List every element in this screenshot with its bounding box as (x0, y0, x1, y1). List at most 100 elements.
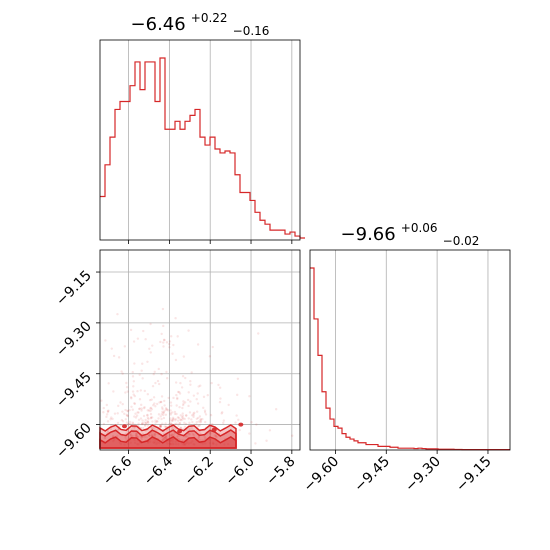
scatter-point (150, 432, 153, 435)
scatter-point (118, 441, 122, 444)
scatter-point (153, 370, 156, 374)
histogram-panel-param2: −9.60 −9.45 −9.30 −9.15 −9.66 +0.06 −0.02 (301, 221, 511, 495)
scatter-point (160, 417, 163, 421)
scatter-point (125, 421, 129, 424)
scatter-point (160, 400, 163, 404)
scatter-point (158, 425, 162, 428)
scatter-point (123, 443, 126, 446)
scatter-point (178, 421, 182, 425)
scatter-point (133, 402, 137, 406)
scatter-point (171, 442, 174, 446)
scatter-point (199, 420, 203, 423)
scatter-point (130, 405, 133, 408)
scatter-point (126, 414, 130, 418)
scatter-point (191, 420, 194, 424)
scatter-point (140, 438, 143, 441)
y-tick-label: −9.15 (53, 268, 95, 310)
scatter-point (177, 416, 181, 420)
scatter-point (150, 408, 154, 411)
scatter-point (125, 413, 128, 416)
scatter-point (144, 338, 147, 341)
scatter-point (107, 382, 110, 385)
scatter-point (119, 442, 123, 446)
scatter-point (211, 345, 214, 349)
scatter-point (111, 417, 114, 421)
scatter-point (179, 418, 183, 422)
scatter-point (168, 442, 172, 445)
scatter-point (163, 409, 166, 412)
scatter-point (136, 337, 140, 340)
scatter-point (181, 439, 184, 442)
scatter-point (162, 411, 165, 415)
scatter-point (164, 413, 168, 416)
scatter-point (198, 415, 202, 418)
scatter-point (166, 442, 169, 445)
scatter-point (151, 420, 154, 423)
scatter-point (172, 442, 175, 446)
scatter-point (169, 409, 172, 412)
scatter-point (169, 404, 173, 407)
scatter-point (132, 380, 136, 383)
scatter-point (165, 408, 169, 411)
scatter-point (172, 426, 175, 429)
scatter-point (162, 436, 165, 439)
scatter-point (102, 411, 105, 414)
scatter-point (125, 385, 129, 389)
scatter-point (148, 347, 151, 350)
scatter-point (165, 341, 169, 344)
scatter-point (142, 414, 146, 418)
scatter-point (214, 435, 218, 438)
scatter-point (133, 402, 136, 405)
scatter-point (149, 322, 152, 326)
scatter-point (147, 441, 150, 444)
scatter-point (147, 417, 150, 421)
scatter-point (131, 375, 135, 378)
scatter-point (211, 422, 214, 426)
scatter-point (105, 413, 109, 416)
scatter-point (201, 442, 205, 445)
scatter-point (164, 425, 168, 428)
scatter-point (236, 393, 239, 397)
scatter-point (145, 421, 148, 425)
scatter-point (139, 389, 143, 392)
scatter-point (104, 339, 107, 342)
scatter-point (136, 390, 139, 393)
scatter-point (159, 340, 162, 344)
scatter-point (102, 422, 106, 426)
scatter-point (140, 369, 143, 372)
joint-frame (99, 249, 301, 451)
scatter-point (254, 442, 257, 445)
scatter-point (136, 442, 139, 446)
scatter-point (143, 423, 147, 427)
scatter-point (103, 437, 107, 440)
scatter-point (138, 398, 142, 401)
scatter-point (171, 433, 174, 436)
scatter-point (133, 438, 136, 442)
scatter-point (174, 440, 177, 444)
scatter-point (176, 335, 179, 338)
scatter-point (171, 438, 174, 441)
scatter-point (146, 424, 149, 427)
scatter-point (150, 426, 153, 429)
scatter-point (124, 418, 128, 421)
title-minus-param2: −0.02 (443, 234, 480, 248)
scatter-point (161, 410, 164, 414)
scatter-point (119, 424, 122, 427)
histogram-param2-steps (310, 267, 510, 451)
scatter-point (237, 418, 240, 422)
scatter-point (171, 411, 174, 414)
scatter-point (152, 404, 155, 407)
scatter-point (192, 434, 196, 437)
scatter-point (212, 442, 215, 445)
scatter-point (163, 399, 166, 403)
scatter-point (110, 347, 113, 350)
scatter-point (181, 406, 184, 410)
scatter-point (204, 413, 208, 416)
scatter-point (107, 409, 110, 412)
scatter-point (169, 443, 172, 446)
scatter-point (168, 340, 172, 343)
scatter-point (181, 403, 185, 407)
scatter-point (160, 406, 164, 409)
scatter-point (169, 442, 172, 445)
